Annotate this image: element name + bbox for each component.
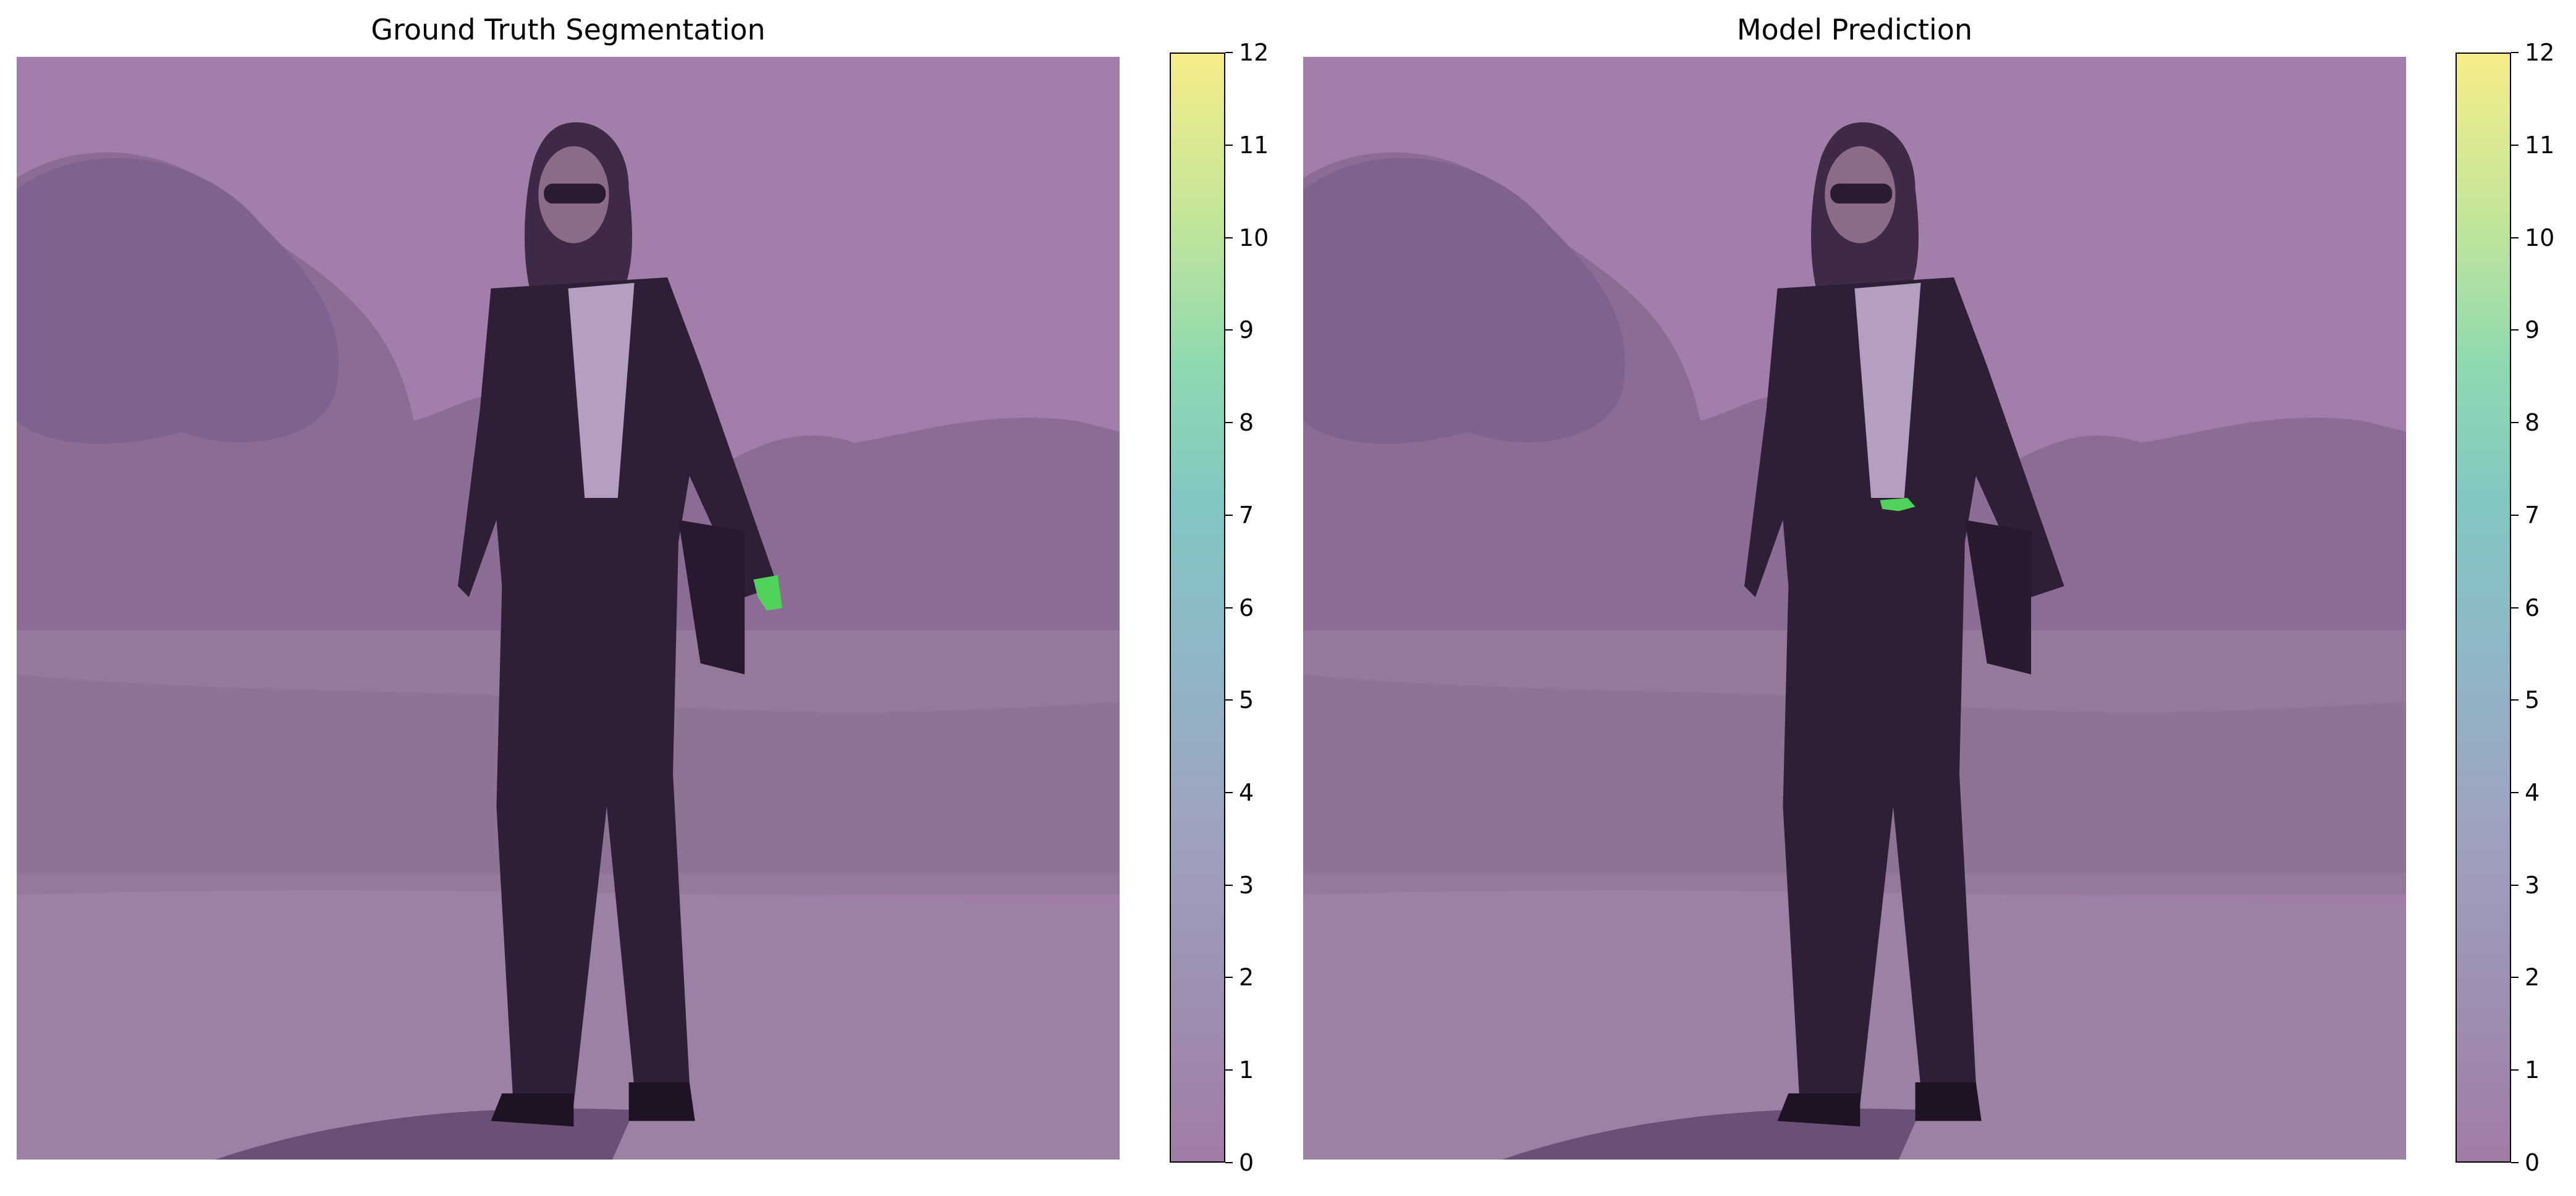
tick-label: 2 (2525, 964, 2540, 992)
colorbar-ticks-ground-truth: 0 1 2 3 4 5 6 7 8 9 10 11 12 (1225, 39, 1275, 1176)
tick-label: 6 (2525, 594, 2540, 621)
person (1744, 122, 2064, 1127)
tick-label: 6 (1239, 594, 1254, 621)
tick-label: 1 (1239, 1056, 1254, 1084)
clutch-bag (678, 520, 745, 675)
tick-label: 9 (2525, 316, 2540, 344)
mask-wrist-bracelet (753, 575, 782, 611)
model-prediction-image (1303, 57, 2406, 1160)
model-prediction-overlay (1303, 57, 2406, 1160)
tick-label: 2 (1239, 964, 1254, 992)
tick-label: 3 (1239, 871, 1254, 899)
tick-label: 7 (2525, 501, 2540, 529)
tick-label: 5 (2525, 686, 2540, 714)
panel-title-ground-truth: Ground Truth Segmentation (371, 13, 766, 46)
tick-label: 0 (2525, 1149, 2540, 1176)
tick-label: 5 (1239, 686, 1254, 714)
tick-label: 9 (1239, 316, 1254, 344)
tick-label: 7 (1239, 501, 1254, 529)
panel-title-model-prediction: Model Prediction (1736, 13, 1973, 46)
tick-label: 0 (1239, 1149, 1254, 1176)
ground-truth-overlay (17, 57, 1120, 1160)
person (458, 122, 778, 1127)
tick-label: 8 (1239, 408, 1254, 436)
tick-label: 4 (1239, 779, 1254, 806)
colorbar-ground-truth (1170, 53, 1225, 1163)
tick-label: 12 (1239, 39, 1269, 66)
tick-label: 10 (1239, 224, 1269, 251)
tick-label: 11 (1239, 131, 1269, 159)
big-tree (1303, 158, 1626, 444)
clutch-bag (1965, 520, 2032, 675)
colorbar-ticks-model-prediction: 0 1 2 3 4 5 6 7 8 9 10 11 12 (2511, 39, 2561, 1176)
tick-label: 12 (2525, 39, 2555, 66)
ground-truth-image (17, 57, 1120, 1160)
big-tree (17, 158, 339, 444)
tick-label: 11 (2525, 131, 2555, 159)
tick-label: 10 (2525, 224, 2555, 251)
mask-waist-blob (1880, 498, 1915, 512)
tick-label: 1 (2525, 1056, 2540, 1084)
tick-label: 3 (2525, 871, 2540, 899)
tick-label: 4 (2525, 779, 2540, 806)
colorbar-model-prediction (2456, 53, 2511, 1163)
tick-label: 8 (2525, 408, 2540, 436)
